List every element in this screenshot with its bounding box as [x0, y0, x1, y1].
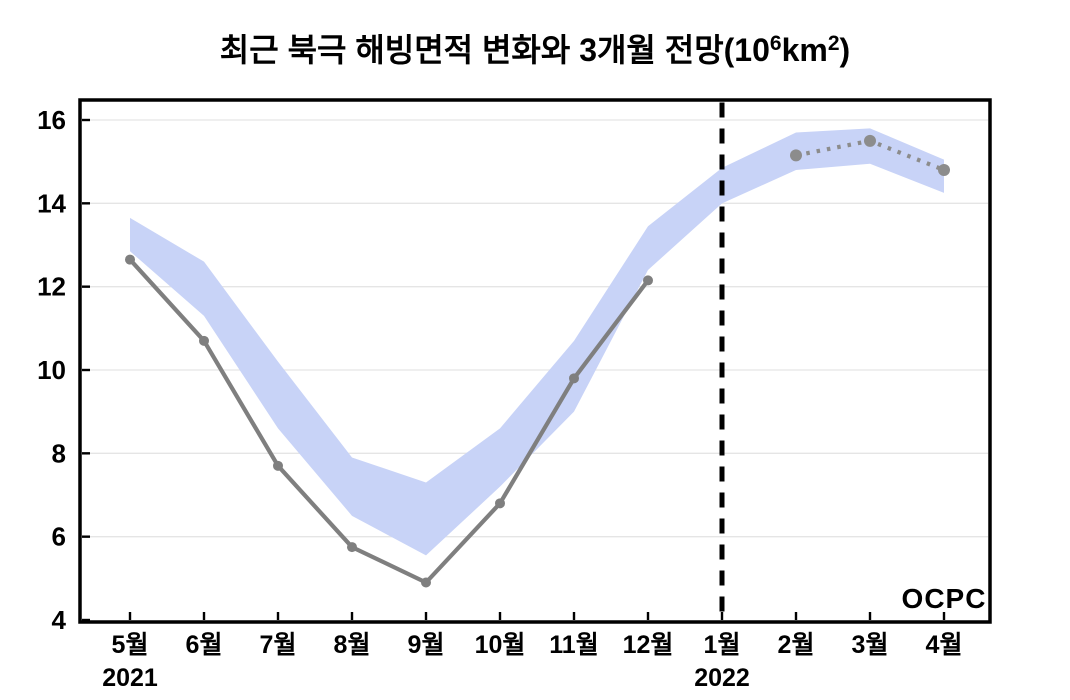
svg-text:11월: 11월 — [549, 631, 598, 659]
svg-text:6월: 6월 — [186, 631, 223, 659]
chart-title-close-paren: ) — [839, 32, 851, 68]
plot-frame — [78, 98, 992, 624]
svg-text:8: 8 — [52, 438, 66, 468]
chart-title: 최근 북극 해빙면적 변화와 3개월 전망(106km2) — [0, 30, 1070, 70]
gridlines — [82, 119, 988, 538]
svg-text:10: 10 — [37, 355, 66, 385]
x-axis-labels: 5월 6월 7월 8월 9월 10월 11월 12월 1월 2월 3월 4월 2021 2022 — [102, 631, 962, 692]
chart-title-km: km — [781, 32, 828, 68]
chart-title-superscript-6: 6 — [769, 32, 782, 55]
svg-text:6: 6 — [52, 522, 66, 552]
axis-ticks — [82, 118, 946, 622]
svg-text:4: 4 — [52, 605, 67, 635]
svg-text:4월: 4월 — [926, 631, 963, 659]
ocpc-logo: OCPC — [902, 583, 987, 614]
ocpc-logo-text: OCPC — [902, 583, 987, 614]
svg-text:3월: 3월 — [852, 631, 889, 659]
svg-text:2021: 2021 — [102, 664, 158, 692]
svg-text:16: 16 — [37, 105, 66, 135]
svg-text:12: 12 — [37, 272, 66, 302]
svg-text:8월: 8월 — [334, 631, 371, 659]
observed-line — [125, 254, 653, 588]
y-axis-labels: 4 6 8 10 12 14 16 — [37, 105, 66, 635]
svg-text:9월: 9월 — [408, 631, 445, 659]
svg-text:12월: 12월 — [623, 631, 674, 659]
svg-text:5월: 5월 — [112, 631, 149, 659]
svg-text:1월: 1월 — [704, 631, 741, 659]
chart-title-superscript-2: 2 — [827, 32, 840, 55]
chart-title-text: 최근 북극 해빙면적 변화와 3개월 전망(10 — [219, 32, 770, 68]
forecast-line — [790, 134, 950, 176]
svg-text:2022: 2022 — [694, 664, 750, 692]
svg-text:2월: 2월 — [778, 631, 815, 659]
prediction-range-band — [130, 128, 944, 556]
svg-text:7월: 7월 — [260, 631, 297, 659]
svg-text:14: 14 — [37, 188, 66, 218]
svg-text:10월: 10월 — [475, 631, 526, 659]
